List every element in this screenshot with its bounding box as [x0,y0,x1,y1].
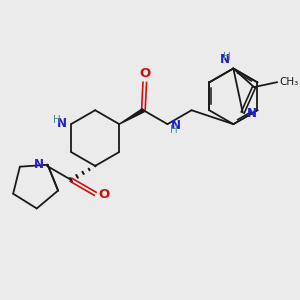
Text: N: N [34,158,44,171]
Text: O: O [98,188,110,201]
Text: O: O [139,68,150,80]
Text: N: N [170,118,181,132]
Text: H: H [170,125,178,135]
Text: N: N [247,107,257,120]
Text: N: N [57,117,67,130]
Text: N: N [220,53,230,67]
Text: H: H [223,52,230,61]
Polygon shape [119,109,144,124]
Text: CH₃: CH₃ [279,77,298,87]
Text: H: H [53,115,61,125]
